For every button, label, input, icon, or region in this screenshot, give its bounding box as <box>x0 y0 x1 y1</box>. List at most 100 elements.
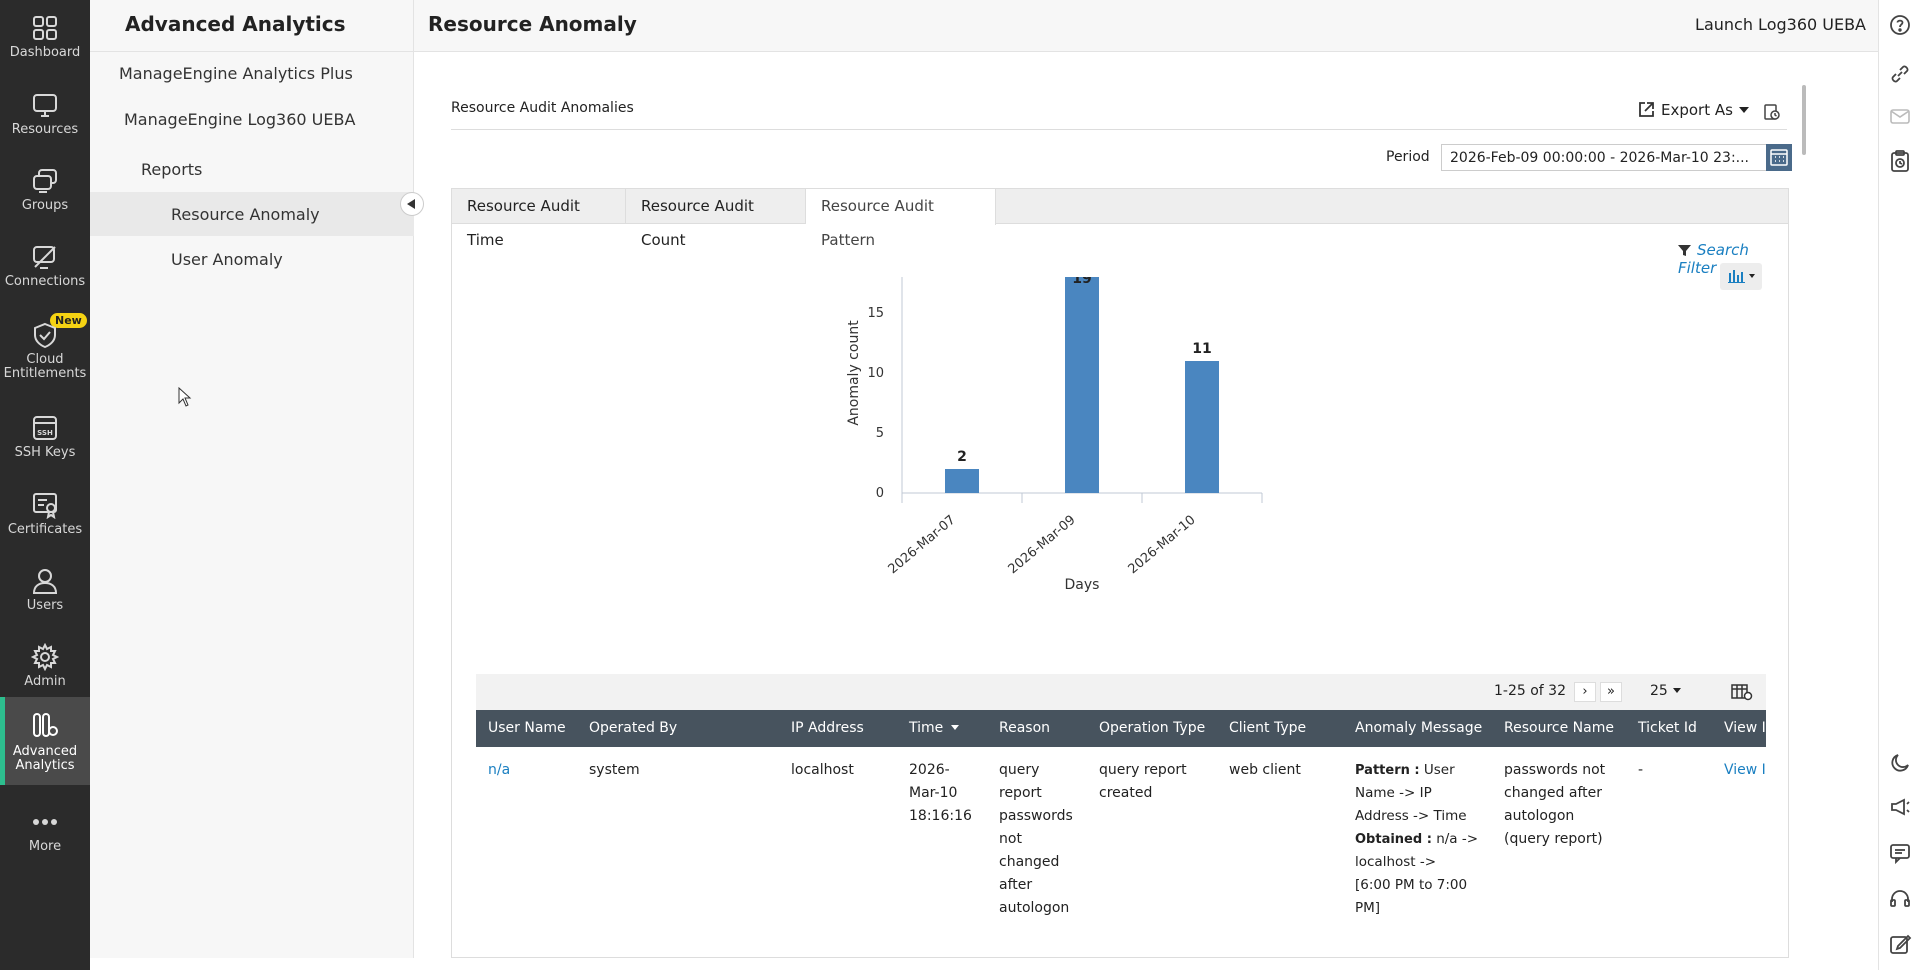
col-time-label: Time <box>909 720 944 736</box>
schedule-report-icon[interactable] <box>1763 103 1781 121</box>
report-panel: Resource Audit Time Resource Audit Count… <box>451 188 1789 958</box>
next-page-button[interactable]: › <box>1574 682 1596 702</box>
rail-item-more[interactable]: More <box>0 798 90 870</box>
period-range-input[interactable] <box>1441 144 1767 171</box>
tab-resource-audit-count[interactable]: Resource Audit Count <box>626 189 806 249</box>
cell-line: 2026- <box>909 762 950 778</box>
divider <box>451 129 1787 130</box>
cell-line: [6:00 PM to 7:00 <box>1355 877 1468 893</box>
x-tick-label: 2026-Mar-09 <box>1006 513 1079 578</box>
rail-label: Groups <box>21 198 69 213</box>
rail-item-connections[interactable]: Connections <box>0 233 90 305</box>
connections-icon <box>33 246 56 269</box>
scrollbar-thumb[interactable] <box>1802 85 1806 155</box>
cell-line: Obtained : n/a -> <box>1355 828 1478 851</box>
rail-label: Cloud Entitlements <box>3 352 87 381</box>
rail-item-admin[interactable]: Admin <box>0 633 90 705</box>
user-icon <box>32 569 58 594</box>
col-reason[interactable]: Reason <box>999 720 1051 736</box>
cell-line: PM] <box>1355 900 1381 916</box>
export-as-button[interactable]: Export As <box>1638 101 1749 119</box>
nav-user-anomaly[interactable]: User Anomaly <box>171 250 283 269</box>
groups-icon <box>33 169 57 193</box>
gear-icon <box>31 643 59 671</box>
clipboard-clock-icon[interactable] <box>1888 149 1912 173</box>
rail-item-groups[interactable]: Groups <box>0 157 90 229</box>
cell-reason: query report passwords not changed after… <box>999 759 1073 920</box>
analytics-icon <box>33 713 58 737</box>
chevron-down-icon <box>1738 107 1749 113</box>
rail-item-users[interactable]: Users <box>0 557 90 629</box>
cell-line: autologon <box>999 900 1070 916</box>
dashboard-icon <box>33 16 57 40</box>
rail-label: Users <box>26 598 64 613</box>
search-filter-link[interactable]: Search Filter <box>1678 241 1788 277</box>
col-resource-name[interactable]: Resource Name <box>1504 720 1614 736</box>
cell-line: (query report) <box>1504 831 1603 847</box>
collapse-sidebar-button[interactable] <box>400 192 424 216</box>
search-filter-label: Search Filter <box>1678 241 1749 277</box>
tab-resource-audit-time[interactable]: Resource Audit Time <box>452 189 626 249</box>
ssh-key-icon: SSH <box>33 416 57 440</box>
rail-item-certificates[interactable]: Certificates <box>0 481 90 553</box>
nav-analytics-plus[interactable]: ManageEngine Analytics Plus <box>119 64 353 83</box>
rail-label: Dashboard <box>9 45 81 60</box>
feedback-icon[interactable] <box>1888 932 1912 956</box>
table-header: User Name Operated By IP Address Time Re… <box>476 710 1766 747</box>
cell-user-name[interactable]: n/a <box>488 762 511 778</box>
tab-resource-audit-pattern[interactable]: Resource Audit Pattern <box>806 189 996 249</box>
col-operation-type[interactable]: Operation Type <box>1099 720 1206 736</box>
export-label: Export As <box>1661 101 1733 119</box>
rail-item-dashboard[interactable]: Dashboard <box>0 4 90 76</box>
col-ip-address[interactable]: IP Address <box>791 720 864 736</box>
page-size-select[interactable]: 25 <box>1650 683 1681 699</box>
column-chooser-icon[interactable] <box>1731 683 1753 701</box>
cell-line: Pattern : User <box>1355 759 1478 782</box>
col-anomaly-message[interactable]: Anomaly Message <box>1355 720 1483 736</box>
link-icon[interactable] <box>1888 62 1912 86</box>
col-ticket-id[interactable]: Ticket Id <box>1638 720 1697 736</box>
nav-resource-anomaly[interactable]: Resource Anomaly <box>90 192 414 236</box>
chart-type-dropdown[interactable] <box>1720 263 1762 290</box>
last-page-button[interactable]: » <box>1600 682 1622 702</box>
mail-icon[interactable] <box>1888 104 1912 128</box>
rail-label: Connections <box>4 274 86 289</box>
bar <box>945 469 979 493</box>
col-operated-by[interactable]: Operated By <box>589 720 678 736</box>
monitor-icon <box>33 94 57 117</box>
rail-item-resources[interactable]: Resources <box>0 81 90 153</box>
rail-item-advanced-analytics[interactable]: Advanced Analytics <box>0 697 90 785</box>
rail-item-ssh-keys[interactable]: SSH SSH Keys <box>0 404 90 476</box>
nav-reports[interactable]: Reports <box>141 160 203 179</box>
rail-label: Admin <box>24 674 66 689</box>
filter-icon <box>1678 245 1691 256</box>
launch-log360-ueba-link[interactable]: Launch Log360 UEBA <box>1695 15 1866 34</box>
col-time[interactable]: Time <box>909 710 960 747</box>
utility-rail <box>1878 0 1920 970</box>
calendar-button[interactable] <box>1766 144 1792 171</box>
x-tick-label: 2026-Mar-07 <box>886 513 959 578</box>
col-client-type[interactable]: Client Type <box>1229 720 1307 736</box>
col-view[interactable]: View I <box>1724 720 1766 736</box>
chat-icon[interactable] <box>1888 841 1912 865</box>
cell-resource-name: passwords not changed after autologon (q… <box>1504 759 1605 851</box>
bar <box>1185 361 1219 493</box>
data-label: 2 <box>957 449 967 465</box>
headset-icon[interactable] <box>1888 887 1912 911</box>
nav-log360-ueba[interactable]: ManageEngine Log360 UEBA <box>124 110 356 129</box>
section-title: Resource Audit Anomalies <box>451 100 634 116</box>
page-title: Resource Anomaly <box>428 12 637 36</box>
cell-client-type: web client <box>1229 762 1301 778</box>
cell-line: passwords <box>999 808 1073 824</box>
cell-text: n/a -> <box>1431 831 1479 847</box>
rail-item-cloud-entitlements[interactable]: New Cloud Entitlements <box>0 309 90 389</box>
table-body: n/a system localhost 2026- Mar-10 18:16:… <box>476 747 1766 947</box>
cell-operated-by: system <box>589 762 640 778</box>
cell-view-link[interactable]: View I <box>1724 762 1766 778</box>
dark-mode-icon[interactable] <box>1888 751 1912 775</box>
help-icon[interactable] <box>1888 13 1912 37</box>
cell-anomaly-message: Pattern : User Name -> IP Address -> Tim… <box>1355 759 1478 920</box>
col-user-name[interactable]: User Name <box>488 720 566 736</box>
announcement-icon[interactable] <box>1888 795 1912 819</box>
cell-line: not <box>999 831 1022 847</box>
